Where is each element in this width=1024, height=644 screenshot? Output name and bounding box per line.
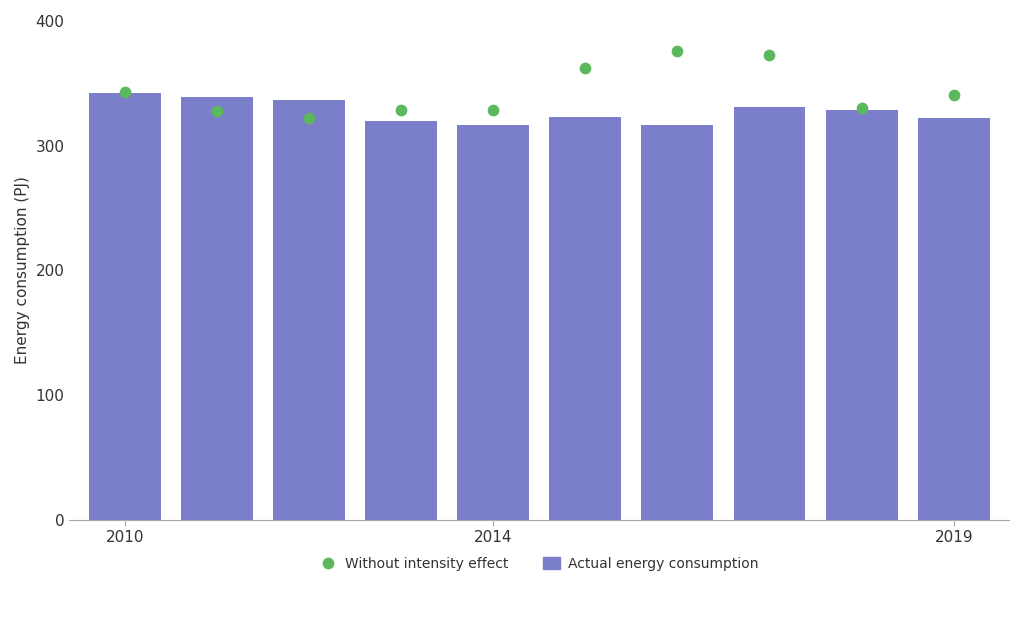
- Bar: [273, 100, 345, 520]
- Point: [301, 113, 317, 124]
- Point: [945, 90, 962, 100]
- Bar: [366, 121, 437, 520]
- Legend: Without intensity effect, Actual energy consumption: Without intensity effect, Actual energy …: [313, 550, 766, 578]
- Point: [209, 106, 225, 116]
- Bar: [918, 118, 989, 520]
- Point: [670, 46, 686, 56]
- Y-axis label: Energy consumption (PJ): Energy consumption (PJ): [15, 176, 30, 365]
- Point: [853, 103, 869, 113]
- Bar: [89, 93, 161, 520]
- Point: [578, 63, 594, 73]
- Point: [761, 50, 777, 60]
- Point: [485, 104, 502, 115]
- Bar: [825, 109, 898, 520]
- Bar: [458, 124, 529, 520]
- Point: [117, 87, 133, 97]
- Bar: [641, 124, 714, 520]
- Point: [393, 104, 410, 115]
- Bar: [733, 107, 806, 520]
- Bar: [181, 97, 253, 520]
- Bar: [549, 117, 622, 520]
